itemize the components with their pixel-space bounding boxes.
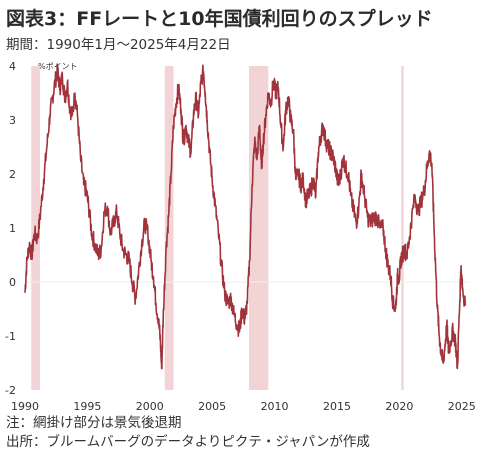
series-layer bbox=[24, 63, 467, 370]
note-text: 注：網掛け部分は景気後退期 bbox=[6, 415, 182, 431]
y-tick-label: 4 bbox=[9, 60, 16, 73]
x-tick-label: 2005 bbox=[198, 400, 226, 413]
y-unit-label: %ポイント bbox=[38, 62, 78, 71]
x-tick-label: 2025 bbox=[448, 400, 476, 413]
x-tick-label: 2000 bbox=[136, 400, 164, 413]
x-tick-label: 1995 bbox=[73, 400, 101, 413]
chart-subtitle: 期間：1990年1月～2025年4月22日 bbox=[6, 37, 231, 53]
x-axis-ticks: 1990 1995 2000 2005 2010 2015 2020 2025 bbox=[11, 400, 476, 413]
x-tick-label: 2020 bbox=[385, 400, 413, 413]
y-tick-label: 1 bbox=[9, 222, 16, 235]
y-axis-ticks: -2 -1 0 1 2 3 4 bbox=[5, 60, 16, 397]
x-tick-label: 1990 bbox=[11, 400, 39, 413]
y-tick-label: -1 bbox=[5, 330, 16, 343]
y-tick-label: 0 bbox=[9, 276, 16, 289]
chart-title: 図表3：FFレートと10年国債利回りのスプレッド bbox=[6, 8, 433, 30]
x-tick-label: 2015 bbox=[323, 400, 351, 413]
series-line-1 bbox=[24, 63, 467, 370]
x-tick-label: 2010 bbox=[261, 400, 289, 413]
source-text: 出所：ブルームバーグのデータよりピクテ・ジャパンが作成 bbox=[6, 434, 370, 450]
y-tick-label: 3 bbox=[9, 114, 16, 127]
recession-band-2 bbox=[164, 66, 174, 390]
y-tick-label: 2 bbox=[9, 168, 16, 181]
footnotes: 注：網掛け部分は景気後退期 出所：ブルームバーグのデータよりピクテ・ジャパンが作… bbox=[6, 414, 370, 452]
y-tick-label: -2 bbox=[5, 384, 16, 397]
recession-band-4 bbox=[401, 66, 404, 390]
